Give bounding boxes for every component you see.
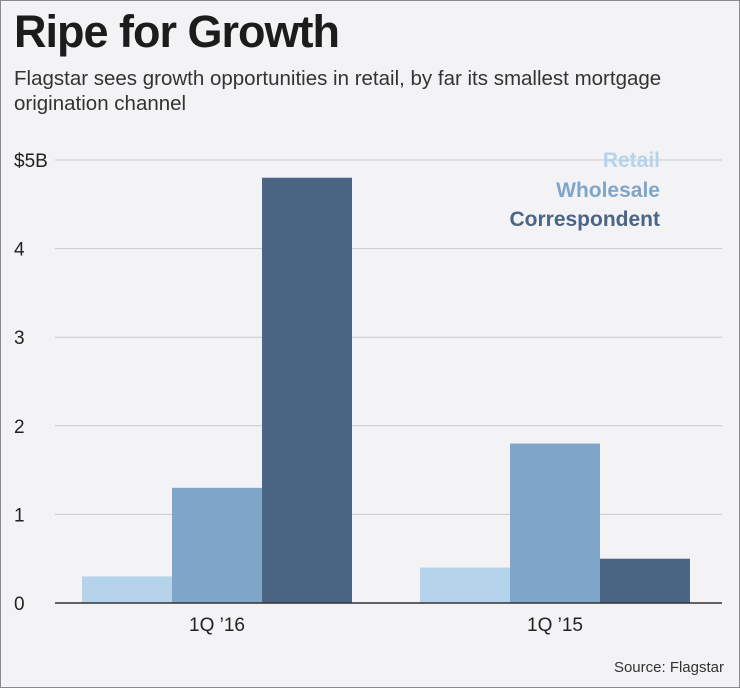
bar-correspondent-0 [262, 177, 352, 603]
legend-entry-wholesale: Wholesale [556, 179, 660, 202]
chart-subtitle: Flagstar sees growth opportunities in re… [14, 67, 662, 115]
bar-wholesale-1 [510, 443, 600, 603]
legend-entry-correspondent: Correspondent [509, 208, 660, 231]
y-tick-label: 4 [14, 240, 25, 261]
x-tick-label: 1Q ’15 [527, 615, 583, 636]
legend-entry-retail: Retail [603, 149, 660, 172]
source-note: Source: Flagstar [613, 659, 724, 676]
x-tick-label: 1Q ’16 [189, 615, 245, 636]
y-tick-label: 3 [14, 328, 25, 349]
legend: Retail Wholesale Correspondent [509, 149, 660, 231]
y-tick-label: 1 [14, 505, 25, 526]
gridlines [55, 159, 722, 515]
bar-retail-0 [82, 576, 172, 603]
bar-correspondent-1 [600, 558, 690, 603]
axes: 0 1 2 3 4 $5B 1Q ’16 1Q ’15 [14, 151, 722, 636]
y-tick-label: 0 [14, 594, 25, 615]
y-tick-label: 2 [14, 417, 25, 438]
bars [82, 177, 690, 603]
y-tick-label: $5B [14, 151, 48, 172]
bar-wholesale-0 [172, 487, 262, 603]
chart-title: Ripe for Growth [14, 6, 340, 57]
bar-retail-1 [420, 567, 510, 603]
